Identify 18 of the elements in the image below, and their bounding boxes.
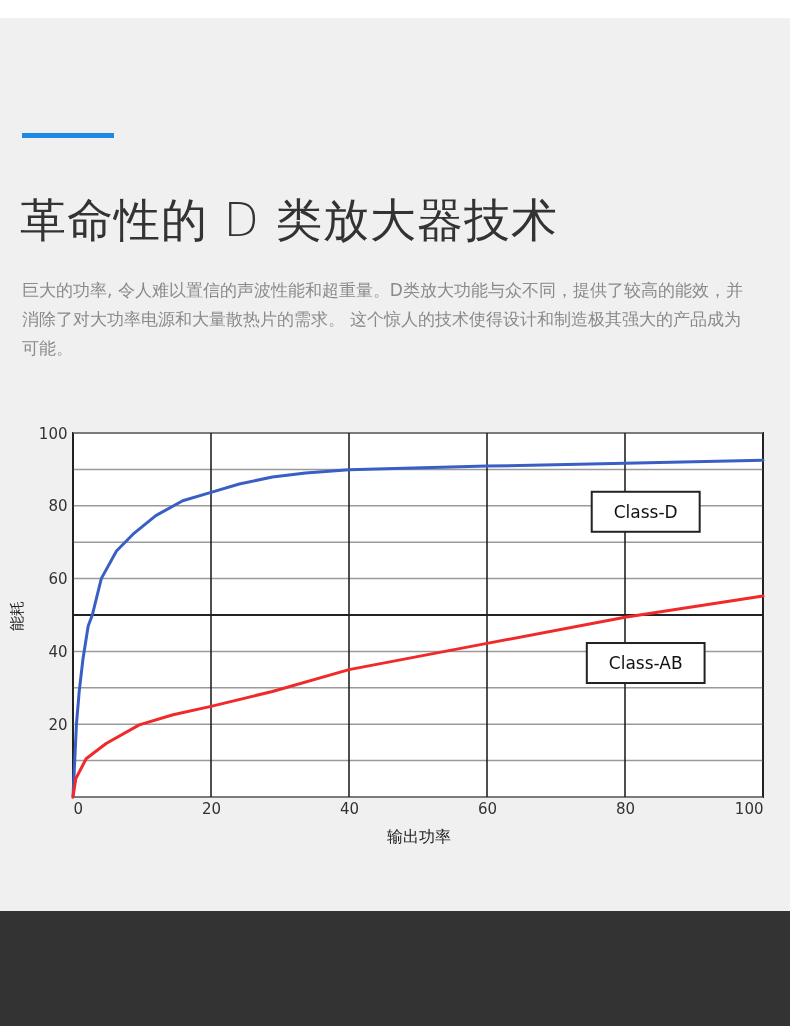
y-tick-label: 80 xyxy=(48,497,68,516)
x-tick-label: 40 xyxy=(339,799,360,818)
y-axis-title: 能耗 xyxy=(7,600,26,631)
chart-subtitle: 巨大的功率, 令人难以置信的声波性能和超重量。D类放大功能与众不同，提供了较高的能效，并消除了对大功率电源和大量散热片的需求。 这个惊人的技术使得设计和制造极其强大的产品成为可能。 xyxy=(22,279,744,360)
chart-title: 革命性的 D 类放大器技术 xyxy=(20,192,558,249)
series-label: Class-AB xyxy=(608,653,683,674)
x-tick-label: 60 xyxy=(477,799,498,818)
x-tick-label: 100 xyxy=(734,799,764,818)
y-tick-label: 100 xyxy=(38,424,68,443)
y-tick-label: 20 xyxy=(48,715,68,734)
text: Class-D xyxy=(613,501,678,522)
line-series xyxy=(71,594,765,799)
x-axis-title: 输出功率 xyxy=(386,826,451,846)
x-tick-label: 80 xyxy=(615,799,636,818)
x-tick-label: 20 xyxy=(201,799,222,818)
y-tick-label: 40 xyxy=(48,642,68,661)
y-tick-label: 60 xyxy=(48,570,68,589)
x-tick-label: 0 xyxy=(73,799,84,818)
